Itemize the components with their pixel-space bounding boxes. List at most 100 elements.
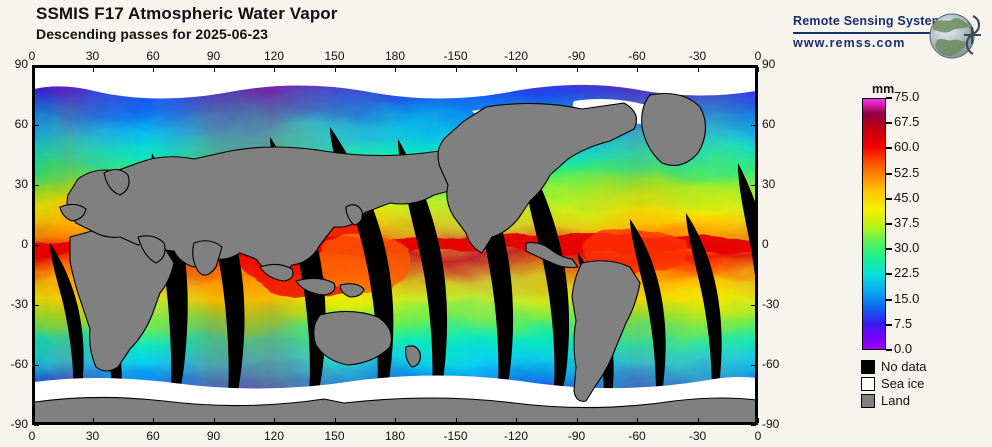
legend-label: Land [881, 393, 910, 408]
colorbar-tick-label: 52.5 [894, 164, 920, 180]
x-axis-tick [92, 418, 94, 423]
x-axis-tick [334, 418, 336, 423]
x-axis-tick [758, 67, 759, 72]
x-axis-tick [213, 67, 215, 72]
y-axis-tick [34, 185, 39, 186]
y-axis-tick-label: 30 [14, 177, 28, 191]
x-axis-tick [153, 418, 154, 423]
x-axis-tick-label: -60 [628, 49, 646, 63]
x-axis-tick [455, 67, 457, 72]
colorbar-tick-label: 45.0 [894, 189, 920, 205]
legend-swatch [861, 377, 875, 391]
x-axis-tick-label: 150 [324, 429, 345, 443]
y-axis-tick [34, 245, 39, 246]
y-axis-tick-label: -90 [762, 417, 780, 431]
x-axis-tick [92, 67, 94, 72]
x-axis-tick-label: 180 [384, 429, 406, 443]
colorbar-tick-label: 15.0 [894, 290, 920, 306]
colorbar-tick-label: 30.0 [894, 240, 920, 256]
x-axis-tick-label: 30 [85, 49, 100, 63]
x-axis-tick-label: 120 [263, 429, 285, 443]
legend-label: No data [881, 359, 927, 374]
x-axis-tick [274, 418, 275, 423]
legend-swatch [861, 394, 875, 408]
x-axis-tick-label: 0 [28, 49, 36, 63]
x-axis-tick [395, 67, 396, 72]
x-axis-tick [576, 418, 578, 423]
y-axis-tick [751, 245, 756, 246]
land-layer [34, 92, 756, 423]
x-axis-tick-label: 120 [263, 49, 285, 63]
y-axis-tick-label: -30 [762, 297, 780, 311]
colorbar-gradient[interactable] [862, 98, 886, 350]
colorbar-tick [886, 298, 892, 301]
x-axis-tick-label: -90 [567, 429, 586, 443]
y-axis-tick-label: -30 [10, 297, 28, 311]
y-axis-tick [34, 365, 39, 366]
y-axis-tick-label: 90 [762, 57, 776, 71]
x-axis-tick-label: 0 [754, 429, 762, 443]
legend-swatch [861, 360, 875, 374]
x-axis-tick-label: -120 [504, 49, 529, 63]
x-axis-tick-label: -30 [688, 49, 707, 63]
colorbar-tick-label: 60.0 [894, 139, 920, 155]
y-axis-tick [34, 125, 39, 126]
globe-satellite-icon [923, 10, 985, 62]
x-axis-tick-label: 60 [146, 429, 160, 443]
x-axis-tick-label: 90 [206, 49, 221, 63]
x-axis-tick [637, 418, 638, 423]
x-axis-tick-label: -150 [443, 429, 468, 443]
colorbar-tick-label: 7.5 [894, 315, 913, 331]
y-axis-tick-label: 0 [21, 237, 28, 251]
x-axis-tick-label: -150 [443, 49, 468, 63]
x-axis-tick-label: -90 [567, 49, 586, 63]
x-axis-tick-label: -120 [504, 429, 529, 443]
y-axis-tick-label: 60 [14, 117, 28, 131]
colorbar-tick [886, 248, 892, 251]
x-axis-tick-label: 90 [206, 429, 221, 443]
y-axis-tick [751, 305, 756, 306]
x-axis-tick-label: -30 [688, 429, 707, 443]
x-axis-tick [32, 67, 33, 72]
remss-logo[interactable]: Remote Sensing Systems www.remss.com [793, 10, 992, 62]
y-axis-tick-label: 0 [762, 237, 769, 251]
x-axis-tick [274, 67, 275, 72]
logo-divider [793, 32, 943, 34]
x-axis-tick-label: 0 [28, 429, 36, 443]
x-axis-tick [758, 418, 759, 423]
x-axis-tick [395, 418, 396, 423]
colorbar-tick-label: 37.5 [894, 215, 920, 230]
y-axis-tick [34, 65, 39, 66]
colorbar-tick [886, 323, 892, 326]
x-axis-tick [516, 418, 517, 423]
map-raster-layer [34, 67, 756, 423]
colorbar-tick [886, 172, 892, 175]
logo-website: www.remss.com [793, 36, 906, 50]
y-axis-tick [751, 65, 756, 66]
y-axis-tick-label: -60 [10, 357, 28, 371]
y-axis-tick [751, 425, 756, 426]
y-axis-tick-label: 90 [14, 57, 28, 71]
logo-org-name: Remote Sensing Systems [793, 14, 951, 28]
page-subtitle: Descending passes for 2025-06-23 [36, 26, 268, 42]
colorbar-tick [886, 349, 892, 351]
legend-label: Sea ice [881, 376, 925, 391]
colorbar-tick-label: 75.0 [894, 89, 920, 104]
water-vapor-map[interactable] [32, 65, 758, 425]
x-axis-tick [213, 418, 215, 423]
colorbar-tick-label: 0.0 [894, 341, 913, 356]
colorbar-units-label: mm [872, 82, 895, 96]
page-title: SSMIS F17 Atmospheric Water Vapor [36, 4, 338, 23]
colorbar-tick-label: 67.5 [894, 114, 920, 130]
x-axis-tick [576, 67, 578, 72]
x-axis-tick-label: 180 [384, 49, 406, 63]
x-axis-tick [153, 67, 154, 72]
colorbar-tick [886, 97, 892, 99]
y-axis-tick-label: 30 [762, 177, 776, 191]
colorbar-tick-label: 22.5 [894, 265, 920, 281]
x-axis-tick [334, 67, 336, 72]
y-axis-tick [751, 185, 756, 186]
x-axis-tick [697, 418, 699, 423]
colorbar-tick [886, 197, 892, 200]
colorbar-tick [886, 223, 892, 225]
